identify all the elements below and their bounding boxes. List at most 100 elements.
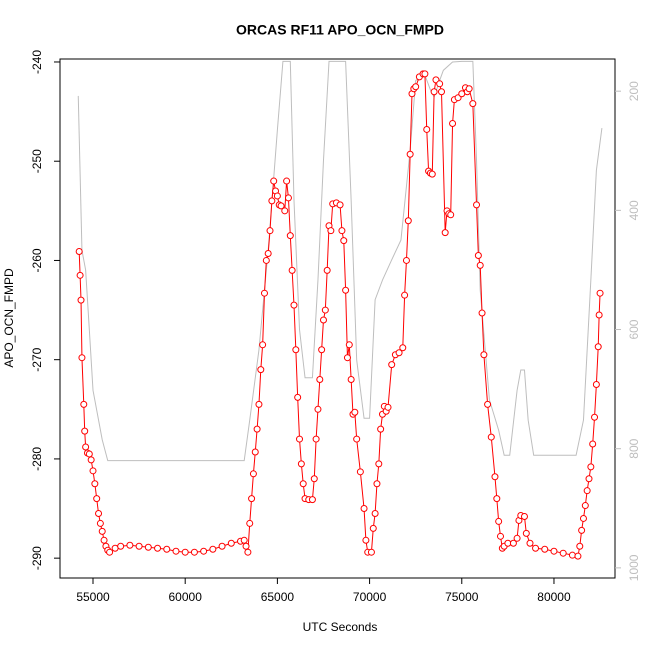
data-point [351, 408, 359, 416]
data-point [373, 480, 381, 488]
y-tick-label: -280 [30, 447, 44, 471]
data-point [292, 346, 300, 354]
y-tick-label: -290 [30, 546, 44, 570]
data-point [343, 354, 351, 362]
data-point [200, 547, 208, 555]
data-point [209, 545, 217, 553]
data-point [96, 519, 104, 527]
data-point [95, 509, 103, 517]
data-point [100, 536, 108, 544]
data-point [595, 311, 603, 319]
data-point [281, 207, 289, 215]
data-point [266, 227, 274, 235]
data-point [583, 487, 591, 495]
data-point [592, 380, 600, 388]
y2-tick-label: 1000 [627, 554, 641, 581]
y-tick-label: -240 [30, 50, 44, 74]
x-tick-label: 55000 [76, 590, 110, 604]
data-point [347, 376, 355, 384]
data-point [353, 435, 361, 443]
data-point [402, 256, 410, 264]
data-point [474, 251, 482, 259]
y2-tick-label: 600 [627, 319, 641, 339]
data-point [82, 443, 90, 451]
data-point [294, 393, 302, 401]
data-point [218, 542, 226, 550]
data-point [375, 460, 383, 468]
data-point [412, 83, 420, 91]
data-point [377, 425, 385, 433]
data-point [437, 88, 445, 96]
data-point [340, 237, 348, 245]
data-point [87, 456, 95, 464]
data-point [288, 266, 296, 274]
data-point [91, 480, 99, 488]
data-point [126, 541, 134, 549]
data-point [321, 306, 329, 314]
data-point [369, 524, 377, 532]
data-point [327, 227, 335, 235]
data-point [395, 349, 403, 357]
data-point [296, 435, 304, 443]
data-point [85, 450, 93, 458]
data-point [493, 495, 501, 503]
series-line [78, 73, 601, 557]
data-point [574, 552, 582, 560]
data-point [384, 403, 392, 411]
x-tick-label: 80000 [537, 590, 571, 604]
data-point [532, 544, 540, 552]
data-point [190, 548, 198, 556]
y-tick-label: -270 [30, 347, 44, 371]
data-point [480, 351, 488, 359]
data-point [430, 88, 438, 96]
data-point [406, 150, 414, 158]
data-point [356, 468, 364, 476]
x-tick-label: 70000 [353, 590, 387, 604]
data-point [273, 192, 281, 200]
data-point [76, 271, 84, 279]
series-line [77, 60, 603, 462]
x-tick-label: 75000 [445, 590, 479, 604]
chart-title: ORCAS RF11 APO_OCN_FMPD [236, 22, 444, 38]
data-point [255, 400, 263, 408]
data-point [93, 495, 101, 503]
data-point [478, 309, 486, 317]
data-point [286, 232, 294, 240]
data-point [360, 505, 368, 513]
data-point [447, 211, 455, 219]
data-point [144, 543, 152, 551]
data-point [526, 539, 534, 547]
data-point [496, 532, 504, 540]
data-point [581, 502, 589, 510]
data-point [284, 194, 292, 202]
data-point [476, 261, 484, 269]
data-point [388, 361, 396, 369]
data-point [345, 341, 353, 349]
x-tick-label: 65000 [261, 590, 295, 604]
data-point [550, 547, 558, 555]
data-point [154, 544, 162, 552]
data-point [404, 217, 412, 225]
data-point [270, 177, 278, 185]
data-point [78, 354, 86, 362]
x-axis-label: UTC Seconds [303, 620, 378, 634]
data-point [428, 170, 436, 178]
data-point [308, 496, 316, 504]
data-point [473, 201, 481, 209]
data-point [591, 413, 599, 421]
data-point [491, 473, 499, 481]
plot-frame [59, 58, 616, 579]
plot-area [75, 60, 604, 560]
data-point [249, 470, 257, 478]
x-tick-label: 60000 [169, 590, 203, 604]
data-point [484, 400, 492, 408]
data-point [264, 250, 272, 258]
y2-tick-label: 400 [627, 200, 641, 220]
data-point [244, 548, 252, 556]
data-point [578, 526, 586, 534]
data-point [495, 517, 503, 525]
data-point [423, 125, 431, 133]
data-point [253, 425, 261, 433]
data-point [297, 460, 305, 468]
